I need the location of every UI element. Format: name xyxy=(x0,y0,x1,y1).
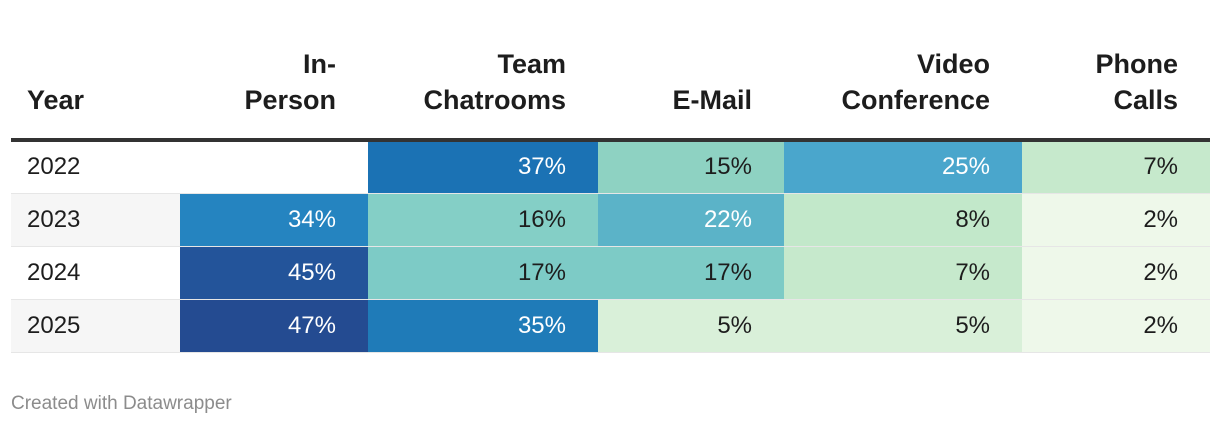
heatmap-cell: 37% xyxy=(368,140,598,194)
year-cell: 2023 xyxy=(11,193,180,247)
column-header: E-Mail xyxy=(598,46,784,142)
heatmap-cell: 45% xyxy=(180,246,368,300)
table-body: 2022 37% 15% 25% 7% 2023 34% 16% 22% 8% 2% 2024 45% 1… xyxy=(11,140,1210,353)
heatmap-table: Year In- Person Team Chatrooms E-Mail Video Con… xyxy=(11,46,1210,353)
heatmap-cell: 34% xyxy=(180,193,368,247)
column-header: Video Conference xyxy=(784,46,1022,142)
heatmap-cell: 22% xyxy=(598,193,784,247)
heatmap-cell: 2% xyxy=(1022,299,1210,353)
heatmap-cell: 7% xyxy=(1022,140,1210,194)
year-cell: 2022 xyxy=(11,140,180,194)
heatmap-cell: 35% xyxy=(368,299,598,353)
year-cell: 2024 xyxy=(11,246,180,300)
heatmap-cell: 25% xyxy=(784,140,1022,194)
table-row: 2025 47% 35% 5% 5% 2% xyxy=(11,299,1210,353)
heatmap-cell: 5% xyxy=(598,299,784,353)
heatmap-cell: 47% xyxy=(180,299,368,353)
table-row: 2022 37% 15% 25% 7% xyxy=(11,140,1210,194)
heatmap-cell: 8% xyxy=(784,193,1022,247)
column-header: Team Chatrooms xyxy=(368,46,598,142)
heatmap-cell: 7% xyxy=(784,246,1022,300)
table-row: 2024 45% 17% 17% 7% 2% xyxy=(11,246,1210,300)
header-row: Year In- Person Team Chatrooms E-Mail Video Con… xyxy=(11,46,1210,142)
heatmap-cell: 17% xyxy=(598,246,784,300)
year-cell: 2025 xyxy=(11,299,180,353)
heatmap-cell: 2% xyxy=(1022,246,1210,300)
column-header: In- Person xyxy=(180,46,368,142)
heatmap-cell: 16% xyxy=(368,193,598,247)
column-header: Phone Calls xyxy=(1022,46,1210,142)
heatmap-cell: 15% xyxy=(598,140,784,194)
heatmap-table-container: Year In- Person Team Chatrooms E-Mail Video Con… xyxy=(11,46,1210,353)
column-header: Year xyxy=(11,46,180,142)
table-row: 2023 34% 16% 22% 8% 2% xyxy=(11,193,1210,247)
heatmap-cell xyxy=(180,140,368,194)
heatmap-cell: 17% xyxy=(368,246,598,300)
datawrapper-credit: Created with Datawrapper xyxy=(11,393,232,414)
heatmap-cell: 2% xyxy=(1022,193,1210,247)
heatmap-cell: 5% xyxy=(784,299,1022,353)
